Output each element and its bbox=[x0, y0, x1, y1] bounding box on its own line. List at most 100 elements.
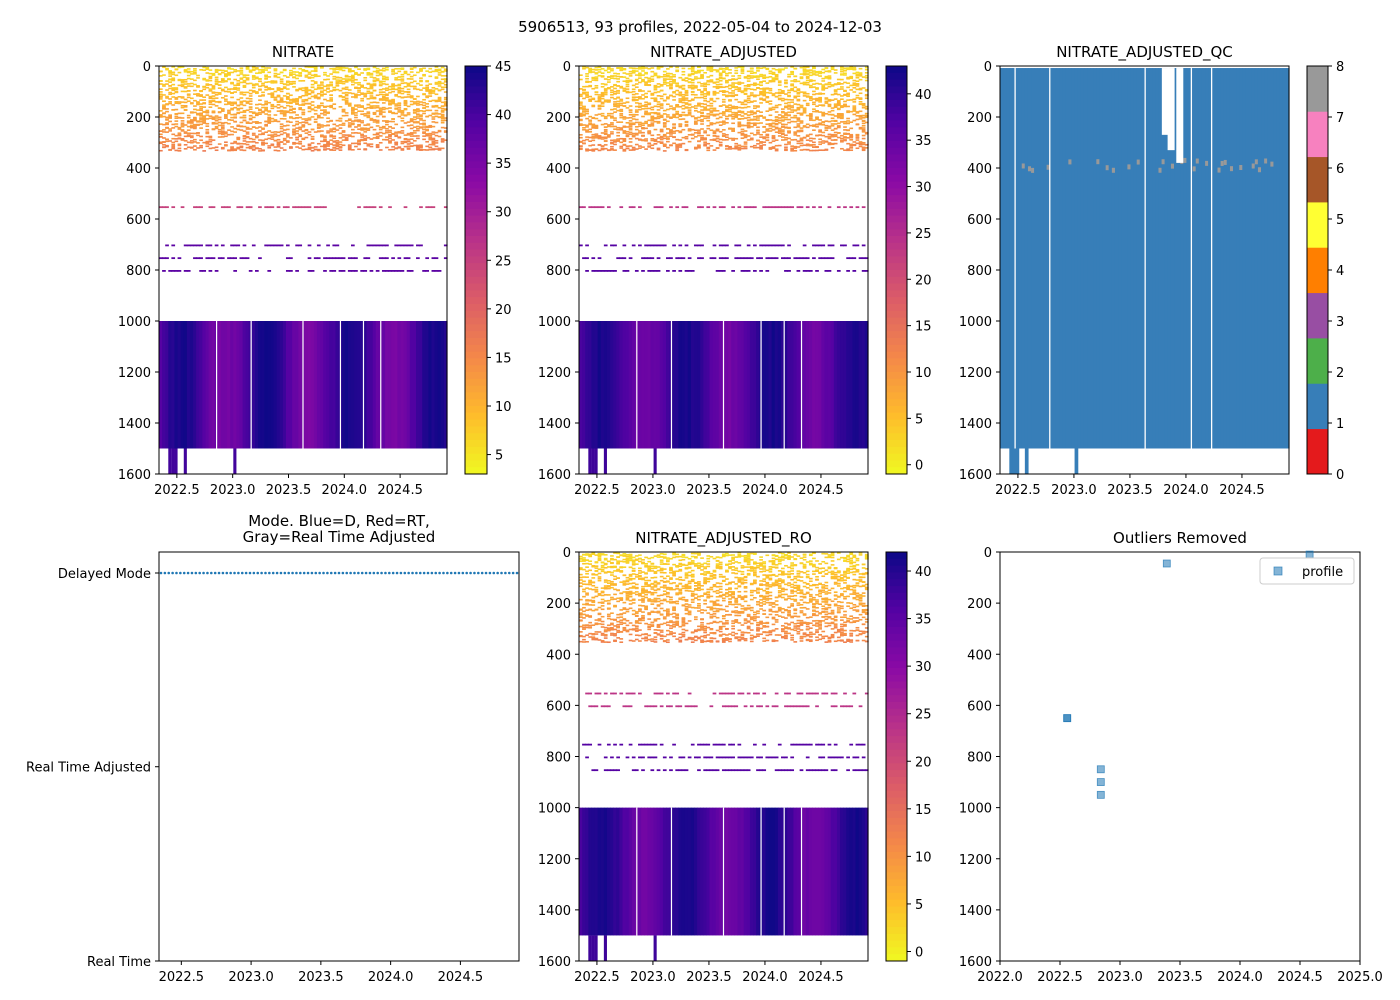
panel-2-surface-cell bbox=[594, 114, 599, 116]
panel-1-surface-cell bbox=[316, 116, 321, 119]
panel-2-surface-cell bbox=[759, 93, 763, 96]
panel-2-surface-cell bbox=[631, 146, 636, 149]
panel-2-surface-cell bbox=[709, 66, 714, 68]
panel-2-surface-cell bbox=[625, 135, 630, 137]
panel-1-surface-cell bbox=[239, 77, 244, 80]
panel-2-surface-cell bbox=[597, 96, 602, 98]
panel-1-surface-cell bbox=[208, 75, 213, 78]
panel-1-surface-cell bbox=[165, 97, 169, 99]
panel-2-surface-cell bbox=[622, 116, 627, 118]
panel-2-surface-cell bbox=[737, 124, 742, 126]
panel-2-surface-cell bbox=[585, 80, 589, 83]
panel-2-surface-cell bbox=[762, 88, 767, 91]
panel-1-deep-cell bbox=[183, 321, 188, 449]
panel-1-surface-cell bbox=[279, 88, 284, 90]
panel-2-surface-cell bbox=[805, 135, 810, 138]
panel-1-surface-cell bbox=[205, 141, 210, 144]
panel-1-mid-cell bbox=[443, 257, 448, 260]
panel-2-surface-cell bbox=[641, 139, 645, 142]
panel-1-surface-cell bbox=[208, 139, 213, 141]
panel-1-surface-cell bbox=[397, 78, 402, 81]
panel-1-surface-cell bbox=[412, 111, 417, 114]
panel-1-surface-cell bbox=[264, 86, 268, 89]
panel-2-surface-cell bbox=[585, 131, 589, 133]
panel-2-mid-cell bbox=[768, 206, 773, 209]
panel-1-surface-cell bbox=[406, 105, 411, 108]
panel-1-surface-cell bbox=[171, 96, 176, 98]
panel-2-surface-cell bbox=[662, 113, 667, 115]
panel-2-surface-cell bbox=[768, 87, 773, 90]
panel-1-colorbar-segment bbox=[465, 283, 487, 291]
panel-2-surface-cell bbox=[616, 80, 620, 83]
panel-1-mid-cell bbox=[199, 257, 203, 260]
panel-1-surface-cell bbox=[202, 96, 207, 98]
panel-1-surface-cell bbox=[273, 96, 278, 99]
panel-1-surface-cell bbox=[316, 107, 321, 109]
panel-1-surface-cell bbox=[431, 137, 436, 140]
panel-1-surface-cell bbox=[205, 83, 210, 85]
panel-2-surface-cell bbox=[687, 114, 692, 116]
panel-2-surface-cell bbox=[600, 72, 605, 74]
panel-1-deep-cell bbox=[174, 321, 179, 449]
panel-1-surface-cell bbox=[180, 90, 185, 93]
panel-2-surface-cell bbox=[706, 92, 711, 95]
panel-1-mid-cell bbox=[366, 257, 371, 260]
panel-2-mid-cell bbox=[672, 244, 676, 247]
panel-1-mid-cell bbox=[301, 206, 306, 209]
panel-2-surface-cell bbox=[619, 67, 624, 69]
panel-1-surface-cell bbox=[183, 69, 188, 71]
panel-2-mid-cell bbox=[762, 244, 767, 247]
panel-1-surface-cell bbox=[236, 104, 241, 107]
panel-1-mid-cell bbox=[425, 206, 430, 209]
panel-2-surface-cell bbox=[644, 92, 648, 95]
panel-1-surface-cell bbox=[385, 130, 389, 132]
panel-1-mid-cell bbox=[186, 244, 191, 247]
panel-1-mid-cell bbox=[369, 270, 374, 272]
panel-1-colorbar-segment bbox=[465, 256, 487, 264]
panel-2-surface-cell bbox=[594, 77, 599, 80]
panel-1-surface-cell bbox=[168, 81, 172, 83]
panel-1-surface-cell bbox=[264, 142, 268, 145]
panel-1-surface-cell bbox=[270, 105, 275, 108]
panel-1-surface-cell bbox=[347, 148, 352, 151]
panel-1-surface-cell bbox=[332, 135, 337, 138]
panel-2-surface-cell bbox=[600, 76, 605, 78]
panel-2-surface-cell bbox=[588, 81, 593, 83]
panel-2-surface-cell bbox=[600, 75, 605, 77]
panel-1-deep-extension bbox=[168, 448, 172, 474]
panel-1-surface-cell bbox=[208, 135, 213, 138]
panel-1-surface-cell bbox=[391, 99, 395, 102]
panel-2-surface-cell bbox=[656, 113, 661, 115]
panel-2-surface-cell bbox=[628, 75, 633, 77]
panel-1-surface-cell bbox=[323, 135, 327, 137]
panel-1-surface-cell bbox=[391, 146, 395, 148]
panel-2-surface-cell bbox=[787, 121, 791, 124]
panel-1-surface-cell bbox=[422, 112, 426, 115]
panel-2-mid-cell bbox=[768, 257, 773, 260]
panel-1-surface-cell bbox=[174, 91, 179, 94]
panel-1-surface-cell bbox=[242, 91, 247, 94]
panel-2-surface-cell bbox=[659, 85, 664, 87]
panel-1-surface-cell bbox=[264, 81, 268, 84]
panel-2-surface-cell bbox=[759, 148, 763, 150]
panel-1-surface-cell bbox=[351, 128, 355, 131]
panel-1-surface-cell bbox=[177, 71, 182, 74]
panel-2-surface-cell bbox=[703, 115, 708, 118]
panel-2-mid-cell bbox=[687, 257, 692, 260]
panel-2-mid-cell bbox=[669, 206, 673, 209]
panel-1-mid-cell bbox=[159, 257, 163, 260]
panel-1-surface-cell bbox=[443, 127, 448, 129]
panel-1-surface-cell bbox=[400, 114, 405, 116]
panel-1-surface-cell bbox=[177, 66, 182, 68]
panel-2-surface-cell bbox=[641, 104, 645, 107]
panel-2-surface-cell bbox=[653, 84, 658, 87]
panel-1-surface-cell bbox=[372, 96, 377, 99]
panel-1-surface-cell bbox=[434, 142, 439, 144]
panel-2-surface-cell bbox=[656, 109, 661, 111]
panel-2-surface-cell bbox=[582, 114, 586, 117]
panel-1-mid-cell bbox=[394, 270, 399, 272]
panel-2-surface-cell bbox=[796, 95, 801, 98]
panel-1-surface-cell bbox=[239, 129, 244, 131]
panel-1-surface-cell bbox=[313, 109, 318, 112]
panel-1-surface-cell bbox=[437, 68, 442, 71]
